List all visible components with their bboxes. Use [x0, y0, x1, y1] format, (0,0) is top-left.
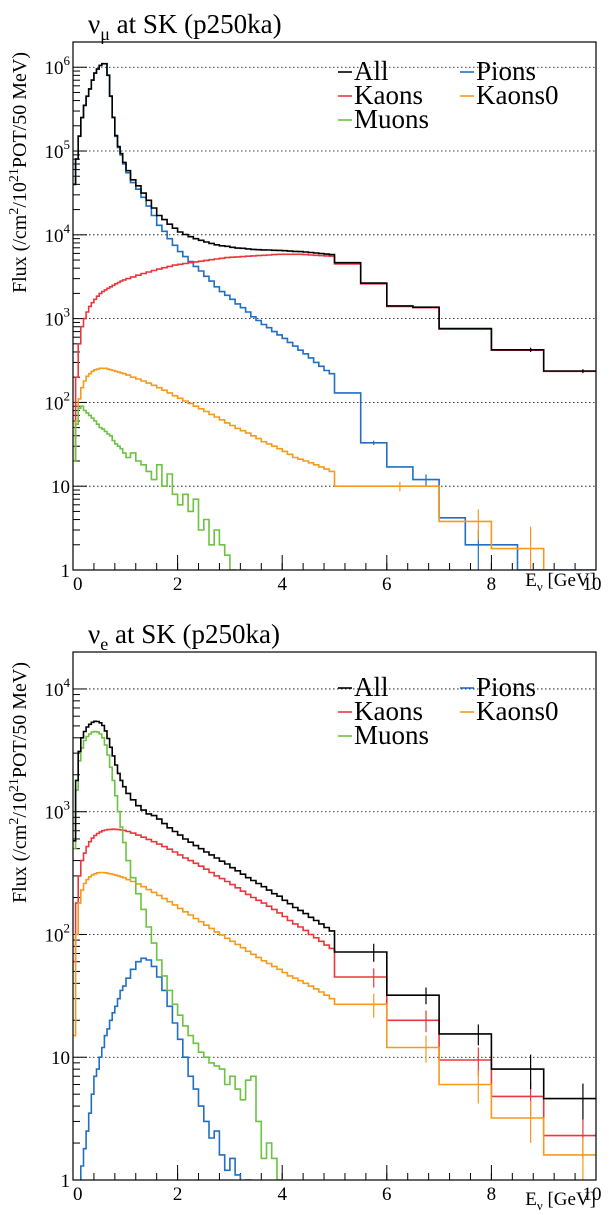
y-tick-label: 104 — [45, 675, 71, 701]
y-tick-label: 102 — [45, 920, 71, 946]
y-tick-label: 103 — [45, 305, 71, 331]
x-tick-label: 0 — [73, 1184, 83, 1205]
legend-label-kaons0: Kaons0 — [476, 80, 559, 110]
legend-label-all: All — [354, 672, 389, 702]
x-tick-label: 10 — [583, 1184, 602, 1205]
legend-label-pions: Pions — [476, 672, 536, 702]
y-tick-label: 103 — [45, 798, 71, 824]
series-line-pions — [73, 63, 596, 570]
series-line-muons — [73, 730, 283, 1180]
y-tick-label: 106 — [45, 53, 71, 79]
series-line-kaons — [73, 828, 596, 1137]
x-tick-label: 6 — [382, 1184, 392, 1205]
series-line-muons — [73, 405, 247, 570]
legend-label-kaons0: Kaons0 — [476, 696, 559, 726]
x-tick-label: 2 — [173, 1184, 183, 1205]
plot-frame — [72, 651, 597, 1181]
y-axis-label: Flux (/cm2/1021POT/50 MeV) — [7, 52, 31, 293]
series-group — [73, 720, 596, 1180]
series-line-all — [73, 62, 596, 372]
x-tick-label: 2 — [173, 574, 183, 595]
legend-label-pions: Pions — [476, 56, 536, 86]
chart-title: νμ at SK (p250ka) — [88, 9, 282, 44]
series-line-kaons — [73, 253, 596, 462]
legend-label-kaons: Kaons — [354, 80, 423, 110]
y-tick-label: 10 — [51, 1048, 70, 1069]
legend-label-muons: Muons — [354, 720, 429, 750]
x-tick-label: 0 — [73, 574, 83, 595]
legend-label-kaons: Kaons — [354, 696, 423, 726]
x-axis-label: Eν [GeV] — [525, 1189, 596, 1213]
chart-panel-2: 1 10 102 103 104 0 2 4 6 8 10 νe at SK (p250ka) Eν [… — [7, 619, 602, 1213]
plot-frame — [72, 41, 597, 571]
series-line-kaons0 — [73, 871, 596, 1156]
legend-label-muons: Muons — [354, 104, 429, 134]
x-tick-label: 4 — [277, 1184, 287, 1205]
legend: All Pions Kaons Kaons0 Muons — [338, 56, 559, 134]
x-tick-label: 8 — [487, 1184, 497, 1205]
series-group — [73, 62, 596, 570]
y-tick-label: 102 — [45, 388, 71, 414]
legend: All Pions Kaons Kaons0 Muons — [338, 672, 559, 750]
chart-title: νe at SK (p250ka) — [88, 619, 280, 654]
legend-label-all: All — [354, 56, 389, 86]
x-tick-label: 4 — [277, 574, 287, 595]
series-line-pions — [80, 957, 252, 1180]
x-tick-label: 8 — [487, 574, 497, 595]
y-tick-label: 1 — [61, 1171, 71, 1192]
x-axis-label: Eν [GeV] — [525, 570, 596, 594]
chart-panel-1: 1 10 102 103 104 105 106 0 2 4 6 8 10 νμ at SK (p250k… — [7, 9, 602, 595]
y-tick-label: 1 — [61, 561, 71, 582]
y-axis-label: Flux (/cm2/1021POT/50 MeV) — [7, 662, 31, 903]
series-line-all — [73, 720, 596, 1100]
x-tick-label: 6 — [382, 574, 392, 595]
series-line-kaons0 — [73, 367, 545, 570]
y-tick-label: 105 — [45, 137, 71, 163]
y-tick-label: 104 — [45, 221, 71, 247]
x-tick-label: 10 — [583, 574, 602, 595]
y-tick-label: 10 — [51, 477, 70, 498]
